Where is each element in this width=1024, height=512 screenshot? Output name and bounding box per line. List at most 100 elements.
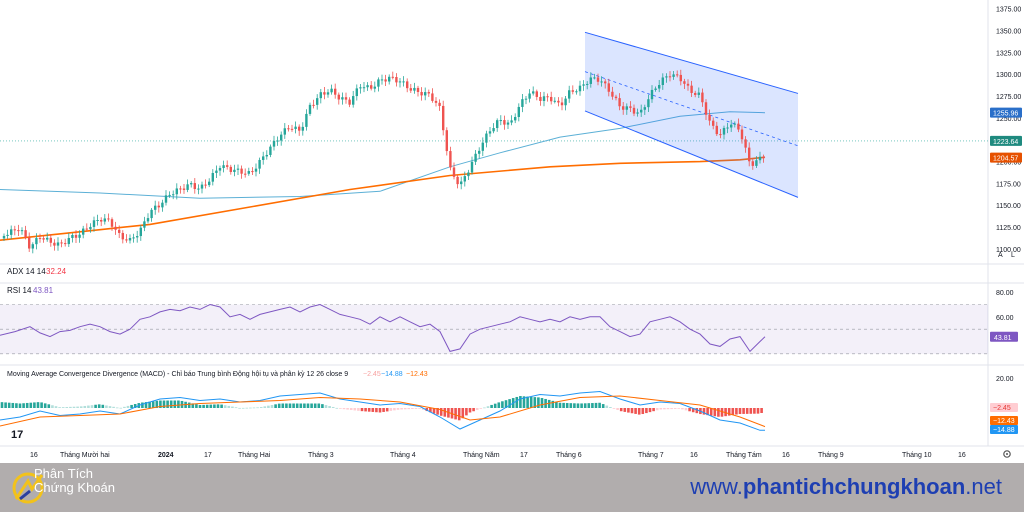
candle-down[interactable]	[204, 184, 207, 186]
candle-down[interactable]	[456, 176, 459, 185]
candle-up[interactable]	[89, 226, 92, 230]
candle-down[interactable]	[53, 242, 56, 246]
candle-up[interactable]	[499, 120, 502, 122]
candle-up[interactable]	[553, 100, 556, 102]
candle-down[interactable]	[431, 93, 434, 101]
candle-up[interactable]	[362, 87, 366, 89]
candle-down[interactable]	[679, 74, 682, 82]
candle-down[interactable]	[452, 167, 456, 177]
candle-down[interactable]	[110, 219, 114, 227]
candle-down[interactable]	[420, 91, 423, 96]
candle-up[interactable]	[236, 168, 240, 170]
candle-up[interactable]	[460, 181, 463, 185]
candle-up[interactable]	[647, 99, 650, 108]
candle-up[interactable]	[496, 120, 499, 129]
candle-up[interactable]	[146, 218, 150, 222]
candle-up[interactable]	[492, 128, 495, 132]
candle-down[interactable]	[370, 85, 373, 89]
candle-up[interactable]	[301, 126, 304, 131]
candle-up[interactable]	[564, 98, 567, 106]
candle-up[interactable]	[319, 92, 322, 99]
candle-up[interactable]	[542, 96, 546, 101]
candle-up[interactable]	[168, 194, 171, 196]
candle-up[interactable]	[276, 140, 279, 142]
candle-up[interactable]	[175, 188, 178, 195]
candle-up[interactable]	[730, 124, 733, 128]
candle-up[interactable]	[524, 98, 528, 100]
candle-up[interactable]	[514, 117, 517, 121]
candle-up[interactable]	[35, 238, 38, 245]
candle-up[interactable]	[56, 242, 60, 246]
candle-up[interactable]	[625, 106, 628, 110]
candle-up[interactable]	[154, 205, 157, 210]
candle-down[interactable]	[391, 76, 394, 78]
candle-down[interactable]	[744, 139, 747, 148]
candle-down[interactable]	[290, 128, 294, 130]
candle-up[interactable]	[254, 168, 258, 172]
candle-up[interactable]	[208, 181, 211, 186]
candle-up[interactable]	[233, 169, 236, 172]
candle-up[interactable]	[470, 161, 474, 173]
candle-down[interactable]	[193, 183, 196, 190]
candle-up[interactable]	[269, 146, 272, 155]
candle-up[interactable]	[506, 122, 510, 125]
candle-up[interactable]	[398, 81, 402, 83]
candle-up[interactable]	[128, 238, 132, 241]
candle-up[interactable]	[366, 85, 369, 88]
candle-down[interactable]	[28, 237, 31, 249]
candle-up[interactable]	[510, 120, 513, 123]
candle-up[interactable]	[265, 154, 268, 157]
candle-up[interactable]	[46, 237, 49, 240]
candle-up[interactable]	[10, 229, 13, 235]
candle-up[interactable]	[726, 127, 729, 129]
candle-down[interactable]	[60, 242, 63, 244]
candle-down[interactable]	[571, 90, 574, 92]
candle-up[interactable]	[665, 76, 668, 78]
candle-up[interactable]	[733, 123, 736, 125]
candle-up[interactable]	[211, 172, 214, 182]
candle-up[interactable]	[283, 128, 286, 135]
candle-up[interactable]	[589, 77, 592, 84]
candle-down[interactable]	[182, 188, 186, 190]
candle-down[interactable]	[312, 104, 315, 106]
candle-down[interactable]	[708, 114, 711, 121]
candle-up[interactable]	[373, 86, 376, 89]
candle-down[interactable]	[406, 81, 409, 89]
candle-up[interactable]	[575, 91, 578, 93]
candle-up[interactable]	[78, 234, 81, 238]
candle-down[interactable]	[229, 166, 232, 172]
candle-up[interactable]	[568, 90, 571, 99]
candle-up[interactable]	[755, 160, 758, 166]
candle-up[interactable]	[658, 85, 661, 89]
log-scale-button[interactable]: L	[1011, 252, 1015, 259]
candle-up[interactable]	[359, 87, 362, 89]
candle-up[interactable]	[294, 126, 297, 130]
candle-down[interactable]	[632, 107, 636, 114]
regression-channel[interactable]	[584, 31, 799, 198]
candle-down[interactable]	[434, 100, 438, 103]
candle-up[interactable]	[2, 235, 6, 239]
rsi-label[interactable]: RSI 14	[7, 286, 32, 295]
candle-down[interactable]	[334, 88, 337, 95]
candle-up[interactable]	[341, 97, 344, 100]
candle-up[interactable]	[521, 99, 524, 107]
channel-upper-line[interactable]	[584, 31, 799, 94]
candle-up[interactable]	[600, 81, 603, 83]
candle-down[interactable]	[337, 94, 340, 100]
candle-down[interactable]	[676, 74, 679, 76]
candle-down[interactable]	[74, 234, 78, 238]
candle-down[interactable]	[449, 151, 452, 168]
candle-up[interactable]	[463, 176, 466, 182]
candle-down[interactable]	[503, 120, 506, 125]
candle-down[interactable]	[618, 98, 621, 107]
website-url[interactable]: www.phantichchungkhoan.net	[690, 474, 1002, 500]
candle-down[interactable]	[622, 106, 625, 110]
candle-up[interactable]	[316, 98, 319, 105]
candle-up[interactable]	[139, 227, 142, 237]
price-axis[interactable]: 1100.001125.001150.001175.001200.001225.…	[990, 7, 1022, 254]
candle-up[interactable]	[215, 170, 218, 173]
candle-up[interactable]	[722, 127, 726, 135]
candle-down[interactable]	[737, 123, 740, 130]
candle-up[interactable]	[654, 88, 657, 90]
candle-down[interactable]	[416, 87, 420, 92]
